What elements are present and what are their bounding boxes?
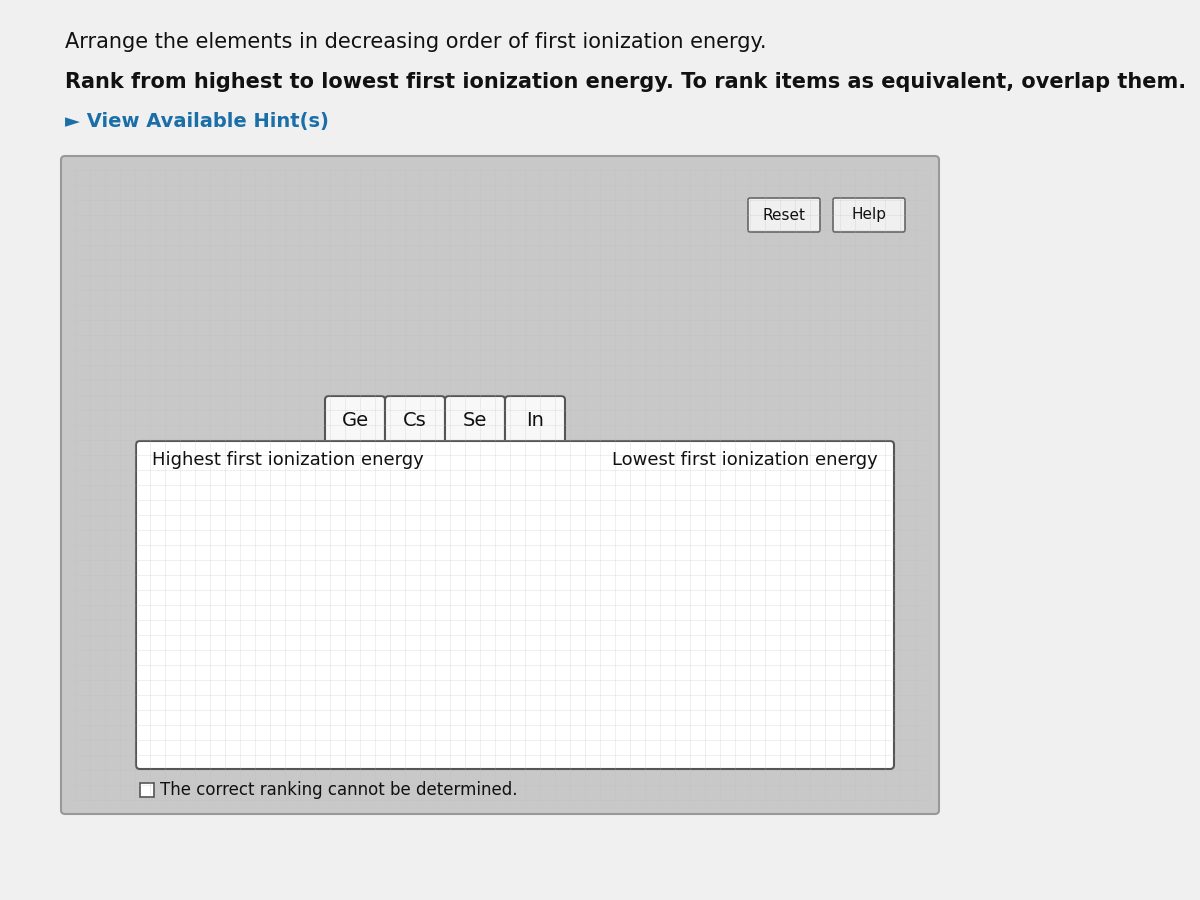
Text: Ge: Ge bbox=[342, 410, 368, 429]
Text: Se: Se bbox=[463, 410, 487, 429]
FancyBboxPatch shape bbox=[505, 396, 565, 444]
Text: Cs: Cs bbox=[403, 410, 427, 429]
Text: Rank from highest to lowest first ionization energy. To rank items as equivalent: Rank from highest to lowest first ioniza… bbox=[65, 72, 1186, 92]
Text: The correct ranking cannot be determined.: The correct ranking cannot be determined… bbox=[160, 781, 517, 799]
FancyBboxPatch shape bbox=[61, 156, 940, 814]
FancyBboxPatch shape bbox=[136, 441, 894, 769]
FancyBboxPatch shape bbox=[833, 198, 905, 232]
FancyBboxPatch shape bbox=[748, 198, 820, 232]
FancyBboxPatch shape bbox=[385, 396, 445, 444]
FancyBboxPatch shape bbox=[325, 396, 385, 444]
Text: Help: Help bbox=[852, 208, 887, 222]
Text: Highest first ionization energy: Highest first ionization energy bbox=[152, 451, 424, 469]
Text: Arrange the elements in decreasing order of first ionization energy.: Arrange the elements in decreasing order… bbox=[65, 32, 767, 52]
Bar bbox=[140, 783, 154, 797]
Text: In: In bbox=[526, 410, 544, 429]
Text: ► View Available Hint(s): ► View Available Hint(s) bbox=[65, 112, 329, 131]
Text: Lowest first ionization energy: Lowest first ionization energy bbox=[612, 451, 878, 469]
FancyBboxPatch shape bbox=[445, 396, 505, 444]
Text: Reset: Reset bbox=[762, 208, 805, 222]
